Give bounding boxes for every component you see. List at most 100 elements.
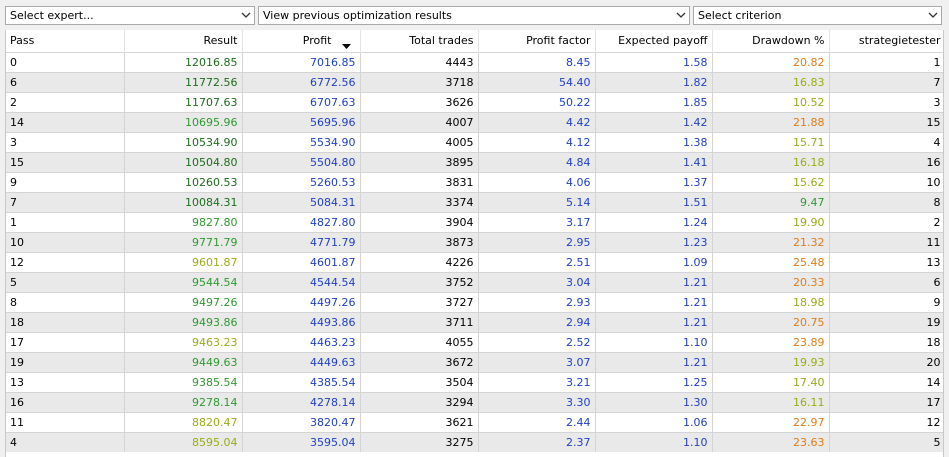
cell-profit-factor: 2.37 xyxy=(478,431,596,452)
cell-expected-payoff: 1.38 xyxy=(595,131,713,152)
cell-expected-payoff: 1.06 xyxy=(595,411,713,432)
cell-profit-factor: 2.44 xyxy=(478,411,596,432)
cell-expected-payoff: 1.21 xyxy=(595,351,713,372)
cell-expected-payoff: 1.10 xyxy=(595,431,713,452)
cell-result: 9278.14 xyxy=(124,391,243,412)
cell-pass: 7 xyxy=(6,191,125,212)
table-row[interactable]: 1 9827.80 4827.80 3904 3.17 1.24 19.90 2 xyxy=(6,211,943,232)
cell-pass: 15 xyxy=(6,151,125,172)
cell-profit: 6772.56 xyxy=(242,71,361,92)
table-row[interactable]: 9 10260.53 5260.53 3831 4.06 1.37 15.62 10 xyxy=(6,171,943,192)
cell-expected-payoff: 1.37 xyxy=(595,171,713,192)
table-row[interactable]: 5 9544.54 4544.54 3752 3.04 1.21 20.33 6 xyxy=(6,271,943,292)
cell-profit: 3820.47 xyxy=(242,411,361,432)
cell-profit: 4449.63 xyxy=(242,351,361,372)
cell-profit-factor: 2.51 xyxy=(478,251,596,272)
cell-total-trades: 4005 xyxy=(360,131,479,152)
column-header-result[interactable]: Result xyxy=(124,30,243,52)
cell-drawdown: 16.83 xyxy=(712,71,830,92)
cell-pass: 4 xyxy=(6,431,125,452)
cell-profit: 5084.31 xyxy=(242,191,361,212)
column-header-profit[interactable]: Profit xyxy=(242,30,361,52)
cell-strategietester: 15 xyxy=(829,111,943,132)
cell-profit-factor: 2.52 xyxy=(478,331,596,352)
column-header-profit-factor[interactable]: Profit factor xyxy=(478,30,596,52)
cell-drawdown: 10.52 xyxy=(712,91,830,112)
column-header-drawdown[interactable]: Drawdown % xyxy=(712,30,830,52)
table-row[interactable]: 7 10084.31 5084.31 3374 5.14 1.51 9.47 8 xyxy=(6,191,943,212)
table-row[interactable]: 8 9497.26 4497.26 3727 2.93 1.21 18.98 9 xyxy=(6,291,943,312)
cell-result: 9493.86 xyxy=(124,311,243,332)
select-criterion-dropdown[interactable]: Select criterion xyxy=(693,6,942,25)
cell-expected-payoff: 1.21 xyxy=(595,271,713,292)
cell-profit: 5504.80 xyxy=(242,151,361,172)
column-header-pass[interactable]: Pass xyxy=(6,30,125,52)
table-row[interactable]: 2 11707.63 6707.63 3626 50.22 1.85 10.52 3 xyxy=(6,91,943,112)
table-row[interactable]: 0 12016.85 7016.85 4443 8.45 1.58 20.82 1 xyxy=(6,51,943,72)
table-row[interactable]: 15 10504.80 5504.80 3895 4.84 1.41 16.18 16 xyxy=(6,151,943,172)
cell-expected-payoff: 1.30 xyxy=(595,391,713,412)
cell-profit-factor: 4.12 xyxy=(478,131,596,152)
optimization-results-label: View previous optimization results xyxy=(263,9,452,22)
cell-strategietester: 19 xyxy=(829,311,943,332)
cell-total-trades: 3626 xyxy=(360,91,479,112)
cell-pass: 5 xyxy=(6,271,125,292)
cell-profit-factor: 2.93 xyxy=(478,291,596,312)
cell-profit: 4493.86 xyxy=(242,311,361,332)
cell-expected-payoff: 1.42 xyxy=(595,111,713,132)
cell-expected-payoff: 1.23 xyxy=(595,231,713,252)
cell-profit-factor: 54.40 xyxy=(478,71,596,92)
table-row[interactable]: 4 8595.04 3595.04 3275 2.37 1.10 23.63 5 xyxy=(6,431,943,452)
column-header-label: Drawdown % xyxy=(752,34,825,48)
column-header-expected-payoff[interactable]: Expected payoff xyxy=(595,30,713,52)
cell-drawdown: 15.71 xyxy=(712,131,830,152)
cell-total-trades: 3831 xyxy=(360,171,479,192)
cell-profit: 5695.96 xyxy=(242,111,361,132)
cell-strategietester: 12 xyxy=(829,411,943,432)
column-header-label: Total trades xyxy=(409,34,474,48)
cell-profit: 4497.26 xyxy=(242,291,361,312)
cell-expected-payoff: 1.58 xyxy=(595,51,713,72)
cell-profit: 4385.54 xyxy=(242,371,361,392)
cell-result: 11707.63 xyxy=(124,91,243,112)
select-expert-dropdown[interactable]: Select expert... xyxy=(5,6,255,25)
cell-pass: 14 xyxy=(6,111,125,132)
cell-total-trades: 3294 xyxy=(360,391,479,412)
column-header-total-trades[interactable]: Total trades xyxy=(360,30,479,52)
cell-pass: 13 xyxy=(6,371,125,392)
table-row[interactable]: 16 9278.14 4278.14 3294 3.30 1.30 16.11 17 xyxy=(6,391,943,412)
cell-pass: 3 xyxy=(6,131,125,152)
column-header-label: Expected payoff xyxy=(618,34,708,48)
table-row[interactable]: 14 10695.96 5695.96 4007 4.42 1.42 21.88 15 xyxy=(6,111,943,132)
table-row[interactable]: 3 10534.90 5534.90 4005 4.12 1.38 15.71 4 xyxy=(6,131,943,152)
table-row[interactable]: 13 9385.54 4385.54 3504 3.21 1.25 17.40 14 xyxy=(6,371,943,392)
cell-result: 10504.80 xyxy=(124,151,243,172)
column-header-strategietester[interactable]: strategietester xyxy=(829,30,943,52)
cell-drawdown: 21.32 xyxy=(712,231,830,252)
table-row[interactable]: 19 9449.63 4449.63 3672 3.07 1.21 19.93 20 xyxy=(6,351,943,372)
cell-expected-payoff: 1.82 xyxy=(595,71,713,92)
cell-total-trades: 3895 xyxy=(360,151,479,172)
optimization-results-dropdown[interactable]: View previous optimization results xyxy=(258,6,690,25)
cell-drawdown: 16.11 xyxy=(712,391,830,412)
table-row[interactable]: 10 9771.79 4771.79 3873 2.95 1.23 21.32 11 xyxy=(6,231,943,252)
cell-profit-factor: 50.22 xyxy=(478,91,596,112)
cell-profit-factor: 2.94 xyxy=(478,311,596,332)
cell-pass: 12 xyxy=(6,251,125,272)
column-header-label: Result xyxy=(203,34,238,48)
table-row[interactable]: 11 8820.47 3820.47 3621 2.44 1.06 22.97 12 xyxy=(6,411,943,432)
cell-strategietester: 16 xyxy=(829,151,943,172)
column-header-label: strategietester xyxy=(858,34,941,48)
cell-result: 10260.53 xyxy=(124,171,243,192)
cell-strategietester: 13 xyxy=(829,251,943,272)
table-row[interactable]: 17 9463.23 4463.23 4055 2.52 1.10 23.89 18 xyxy=(6,331,943,352)
table-row[interactable]: 18 9493.86 4493.86 3711 2.94 1.21 20.75 19 xyxy=(6,311,943,332)
table-body: 0 12016.85 7016.85 4443 8.45 1.58 20.82 1 6 11772… xyxy=(6,51,943,452)
column-header-label: Profit xyxy=(302,34,332,48)
cell-drawdown: 21.88 xyxy=(712,111,830,132)
table-row[interactable]: 12 9601.87 4601.87 4226 2.51 1.09 25.48 13 xyxy=(6,251,943,272)
cell-profit-factor: 3.04 xyxy=(478,271,596,292)
cell-profit: 4544.54 xyxy=(242,271,361,292)
table-row[interactable]: 6 11772.56 6772.56 3718 54.40 1.82 16.83 7 xyxy=(6,71,943,92)
column-header-label: Pass xyxy=(10,34,35,48)
